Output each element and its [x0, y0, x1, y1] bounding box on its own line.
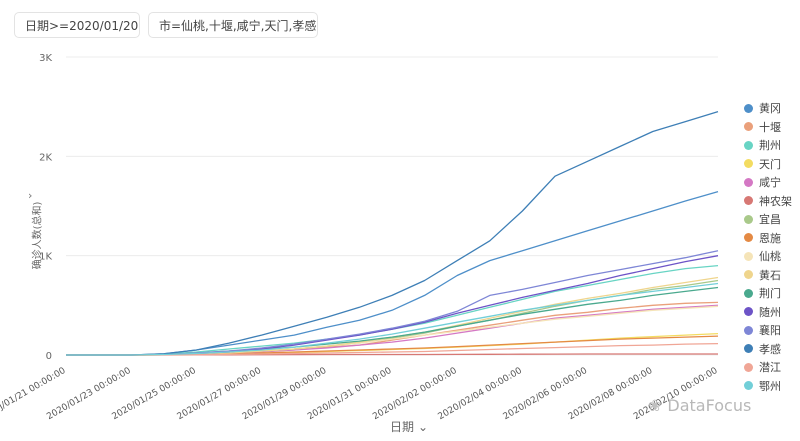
- filter-bar: 日期>=2020/01/20 市=仙桃,十堰,咸宁,天门,孝感,宜...: [14, 12, 318, 38]
- legend-item[interactable]: 十堰: [744, 118, 792, 137]
- series-line[interactable]: [66, 305, 719, 356]
- legend-dot: [744, 288, 753, 298]
- legend-dot: [744, 325, 753, 335]
- legend-label: 襄阳: [759, 324, 781, 338]
- legend-dot: [744, 122, 753, 132]
- legend-label: 随州: [759, 305, 781, 319]
- y-axis-label: 确诊人数(总和): [32, 201, 44, 270]
- legend: 黄冈十堰荆州天门咸宁神农架宜昌恩施仙桃黄石荆门随州襄阳孝感潜江鄂州: [744, 99, 792, 395]
- legend-label: 十堰: [759, 120, 781, 134]
- legend-label: 恩施: [759, 231, 781, 245]
- x-axis-title[interactable]: 日期 ⌄: [390, 418, 428, 435]
- legend-item[interactable]: 仙桃: [744, 247, 792, 266]
- legend-item[interactable]: 宜昌: [744, 210, 792, 229]
- legend-label: 潜江: [759, 361, 781, 375]
- chevron-down-icon: ⌄: [418, 419, 429, 434]
- y-axis-title: › 确诊人数(总和): [12, 189, 72, 290]
- legend-dot: [744, 159, 753, 169]
- legend-item[interactable]: 随州: [744, 303, 792, 322]
- y-tick-label: 2K: [39, 152, 52, 163]
- series-lines: [66, 110, 719, 356]
- series-line[interactable]: [66, 110, 719, 356]
- datafocus-logo-icon: ❀: [648, 396, 662, 415]
- legend-dot: [744, 307, 753, 317]
- legend-item[interactable]: 恩施: [744, 229, 792, 248]
- legend-dot: [744, 233, 753, 243]
- series-line[interactable]: [66, 342, 719, 356]
- series-line[interactable]: [66, 286, 719, 356]
- city-filter-chip[interactable]: 市=仙桃,十堰,咸宁,天门,孝感,宜...: [148, 12, 318, 38]
- legend-label: 天门: [759, 157, 781, 171]
- chevron-right-icon[interactable]: ›: [28, 189, 33, 202]
- legend-label: 仙桃: [759, 250, 781, 264]
- legend-dot: [744, 344, 753, 354]
- series-line[interactable]: [66, 190, 719, 356]
- legend-item[interactable]: 鄂州: [744, 377, 792, 396]
- legend-label: 神农架: [759, 194, 792, 208]
- watermark-text: DataFocus: [667, 396, 752, 415]
- legend-item[interactable]: 孝感: [744, 340, 792, 359]
- y-tick-label: 0: [46, 351, 52, 362]
- legend-dot: [744, 251, 753, 261]
- watermark: ❀ DataFocus: [648, 396, 751, 415]
- legend-dot: [744, 381, 753, 391]
- legend-item[interactable]: 襄阳: [744, 321, 792, 340]
- y-tick-label: 3K: [39, 53, 52, 64]
- legend-label: 孝感: [759, 342, 781, 356]
- legend-label: 黄石: [759, 268, 781, 282]
- legend-dot: [744, 196, 753, 206]
- legend-label: 咸宁: [759, 176, 781, 190]
- legend-dot: [744, 140, 753, 150]
- series-line[interactable]: [66, 282, 719, 356]
- legend-item[interactable]: 神农架: [744, 192, 792, 211]
- legend-item[interactable]: 咸宁: [744, 173, 792, 192]
- legend-item[interactable]: 黄冈: [744, 99, 792, 118]
- legend-item[interactable]: 天门: [744, 155, 792, 174]
- legend-label: 宜昌: [759, 213, 781, 227]
- y-tick-label: 1K: [39, 252, 52, 263]
- legend-dot: [744, 214, 753, 224]
- legend-item[interactable]: 黄石: [744, 266, 792, 285]
- legend-dot: [744, 362, 753, 372]
- series-line[interactable]: [66, 276, 719, 356]
- legend-label: 荆门: [759, 287, 781, 301]
- legend-dot: [744, 177, 753, 187]
- legend-item[interactable]: 荆门: [744, 284, 792, 303]
- legend-label: 鄂州: [759, 379, 781, 393]
- x-axis-label: 日期: [390, 420, 415, 434]
- legend-label: 黄冈: [759, 102, 781, 116]
- legend-label: 荆州: [759, 139, 781, 153]
- series-line[interactable]: [66, 279, 719, 356]
- date-filter-chip[interactable]: 日期>=2020/01/20: [14, 12, 140, 38]
- legend-item[interactable]: 荆州: [744, 136, 792, 155]
- legend-dot: [744, 103, 753, 113]
- legend-item[interactable]: 潜江: [744, 358, 792, 377]
- y-tick-labels: 0 1K 2K 3K: [39, 53, 52, 362]
- legend-dot: [744, 270, 753, 280]
